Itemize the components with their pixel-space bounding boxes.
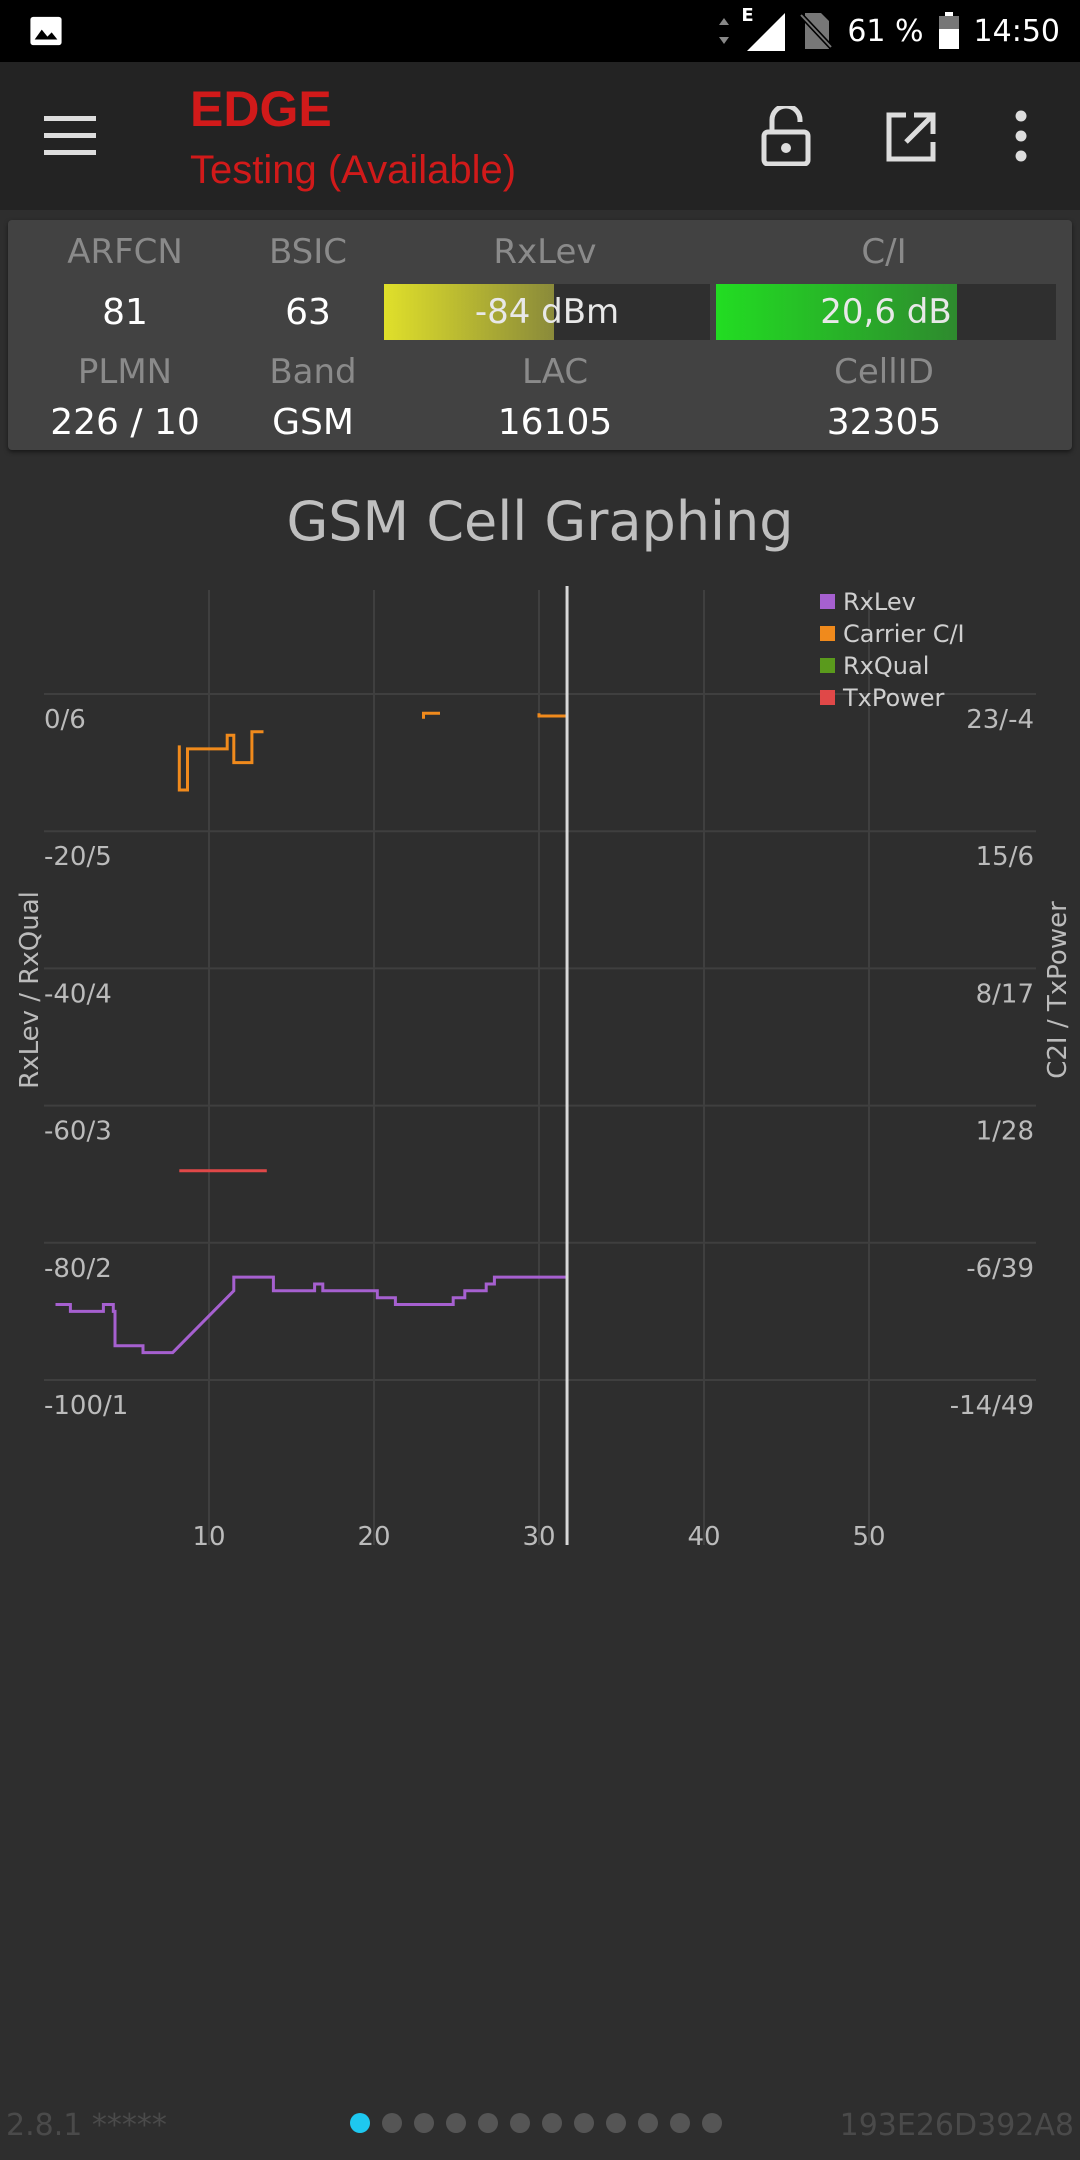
legend-swatch [820, 690, 835, 705]
page-dot[interactable] [670, 2113, 690, 2133]
gallery-icon [30, 16, 62, 46]
lock-icon[interactable] [760, 106, 812, 166]
open-external-icon[interactable] [884, 110, 938, 164]
legend-label: RxQual [843, 652, 929, 680]
lac-label: LAC [521, 352, 589, 392]
right-tick-label: -6/39 [966, 1254, 1034, 1284]
left-tick-label: -80/2 [44, 1254, 112, 1284]
series-line [422, 711, 440, 719]
app-bar: EDGE Testing (Available) [0, 62, 1080, 210]
page-dot[interactable] [446, 2113, 466, 2133]
arfcn-label: ARFCN [67, 232, 183, 272]
right-tick-label: 8/17 [976, 979, 1034, 1009]
left-tick-label: -40/4 [44, 979, 112, 1009]
page-dot[interactable] [574, 2113, 594, 2133]
network-type: E [741, 5, 754, 26]
battery-percent: 61 % [847, 13, 924, 49]
page-dot[interactable] [510, 2113, 530, 2133]
legend-label: TxPower [842, 684, 945, 712]
cell-info-panel: ARFCN BSIC RxLev C/I 81 63 -84 dBm 20,6 … [8, 220, 1072, 450]
page-dot[interactable] [542, 2113, 562, 2133]
x-tick-label: 40 [687, 1522, 720, 1552]
ci-label: C/I [861, 232, 907, 272]
page-dot[interactable] [350, 2113, 370, 2133]
x-tick-label: 50 [852, 1522, 885, 1552]
page-dot[interactable] [414, 2113, 434, 2133]
left-tick-label: -100/1 [44, 1391, 128, 1421]
more-vert-icon[interactable] [1006, 108, 1036, 164]
ci-value: 20,6 dB [820, 292, 952, 332]
data-activity-icon [719, 18, 730, 44]
gsm-cell-chart[interactable]: 0/6 -20/5 -40/4 -60/3 -80/2 -100/1 23/-4 15/6 8/… [0, 570, 1080, 1570]
page-dot[interactable] [606, 2113, 626, 2133]
cellid-value: 32305 [826, 402, 942, 443]
menu-icon[interactable] [44, 114, 100, 158]
lac-value: 16105 [497, 402, 613, 443]
page-dot[interactable] [702, 2113, 722, 2133]
device-id: 193E26D392A8 [839, 2108, 1074, 2143]
ci-bar-fill [716, 284, 958, 340]
page-title: EDGE [190, 81, 332, 137]
clock: 14:50 [973, 13, 1060, 49]
app-version: 2.8.1 ***** [6, 2108, 167, 2143]
page-dot[interactable] [382, 2113, 402, 2133]
legend-label: Carrier C/I [843, 620, 965, 648]
x-tick-label: 30 [522, 1522, 555, 1552]
right-tick-label: -14/49 [950, 1391, 1034, 1421]
plmn-label: PLMN [77, 352, 173, 392]
left-tick-label: 0/6 [44, 705, 86, 735]
x-tick-label: 10 [192, 1522, 225, 1552]
status-bar: E 61 % 14:50 [0, 0, 1080, 62]
series-line [55, 1275, 567, 1355]
bsic-label: BSIC [268, 232, 348, 272]
right-tick-label: 23/-4 [966, 705, 1034, 735]
page-dot[interactable] [638, 2113, 658, 2133]
legend-swatch [820, 626, 835, 641]
band-value: GSM [272, 402, 354, 443]
page-dot[interactable] [478, 2113, 498, 2133]
bsic-value: 63 [285, 292, 331, 333]
no-sim-icon [799, 13, 834, 49]
cellid-label: CellID [834, 352, 934, 392]
x-tick-label: 20 [357, 1522, 390, 1552]
right-tick-label: 15/6 [976, 842, 1034, 872]
rxlev-value: -84 dBm [474, 292, 620, 332]
rxlev-label: RxLev [493, 232, 597, 272]
legend-swatch [820, 658, 835, 673]
plmn-value: 226 / 10 [50, 402, 200, 443]
ci-bar: 20,6 dB [716, 284, 1056, 340]
left-tick-label: -60/3 [44, 1117, 112, 1147]
rxlev-bar-fill [384, 284, 554, 340]
y-axis-left-title: RxLev / RxQual [15, 891, 45, 1089]
y-axis-right-title: C2I / TxPower [1043, 901, 1073, 1079]
battery-icon [938, 12, 959, 49]
left-tick-label: -20/5 [44, 842, 112, 872]
page-indicator[interactable] [350, 2113, 722, 2133]
legend-swatch [820, 594, 835, 609]
page-subtitle: Testing (Available) [190, 148, 517, 192]
right-tick-label: 1/28 [976, 1117, 1034, 1147]
series-line [537, 713, 567, 718]
legend-label: RxLev [843, 588, 916, 616]
rxlev-bar: -84 dBm [384, 284, 710, 340]
chart-title: GSM Cell Graphing [286, 490, 794, 553]
series-line [177, 730, 264, 792]
signal-icon: E [741, 5, 786, 51]
band-label: Band [269, 352, 357, 392]
arfcn-value: 81 [102, 292, 148, 333]
